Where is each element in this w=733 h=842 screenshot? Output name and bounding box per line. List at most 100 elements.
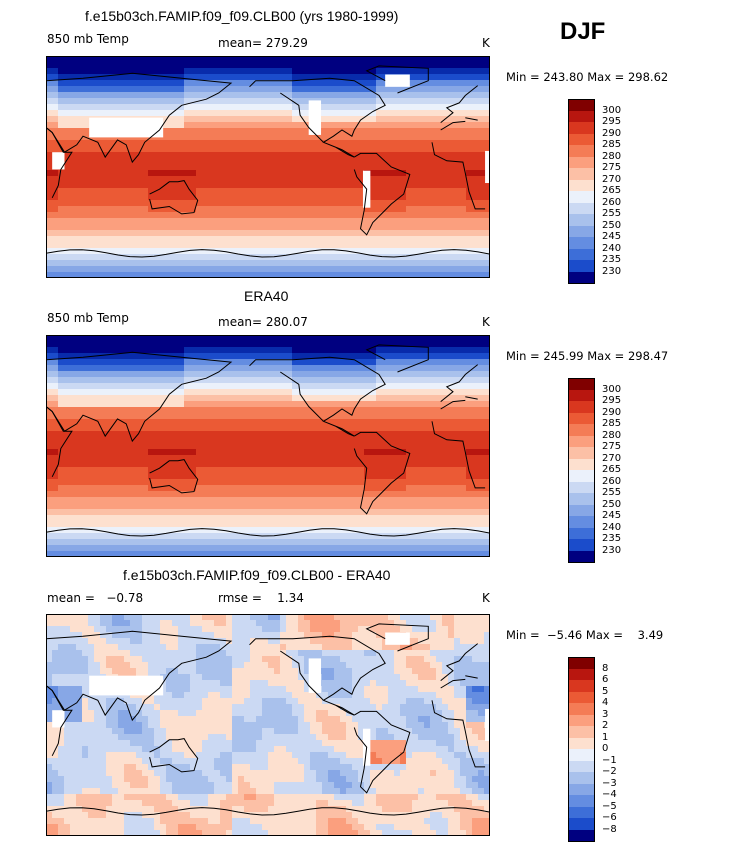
contour-cell [268,68,275,75]
contour-cell [448,212,455,219]
contour-cell [262,224,269,231]
contour-cell [376,467,383,474]
contour-cell [274,242,281,249]
contour-cell [298,335,305,342]
contour-cell [400,371,407,378]
contour-cell [280,407,287,414]
contour-cell [304,365,311,372]
contour-cell [94,176,101,183]
contour-cell [220,80,227,87]
contour-cell [412,218,419,225]
contour-cell [406,407,413,414]
contour-cell [442,188,449,195]
contour-cell [178,176,185,183]
contour-cell [238,254,245,261]
contour-cell [94,401,101,408]
contour-cell [406,371,413,378]
contour-cell [196,68,203,75]
contour-cell [358,365,365,372]
contour-cell [388,128,395,135]
contour-cell [484,353,490,360]
contour-cell [118,56,125,63]
contour-cell [226,182,233,189]
contour-cell [64,341,71,348]
contour-cell [394,473,401,480]
contour-cell [466,158,473,165]
contour-cell [94,503,101,510]
contour-cell [298,485,305,492]
contour-cell [58,128,65,135]
contour-cell [220,467,227,474]
contour-cell [472,170,479,177]
contour-cell [430,449,437,456]
contour-cell [466,461,473,468]
contour-cell [94,206,101,213]
contour-cell [484,437,490,444]
contour-cell [262,419,269,426]
contour-cell [58,140,65,147]
contour-cell [448,353,455,360]
contour-cell [154,491,161,498]
contour-cell [106,56,113,63]
contour-cell [376,377,383,384]
contour-cell [316,260,323,267]
contour-cell [154,206,161,213]
contour-cell [454,164,461,171]
contour-cell [280,455,287,462]
contour-cell [106,473,113,480]
contour-cell [244,134,251,141]
contour-cell [286,68,293,75]
contour-cell [304,335,311,342]
contour-cell [346,479,353,486]
contour-cell [340,509,347,516]
contour-cell [346,419,353,426]
contour-cell [412,479,419,486]
contour-cell [478,212,485,219]
contour-cell [130,188,137,195]
contour-cell [142,485,149,492]
contour-cell [454,347,461,354]
contour-cell [280,389,287,396]
contour-cell [214,116,221,123]
contour-cell [262,449,269,456]
contour-cell [226,236,233,243]
contour-cell [190,116,197,123]
contour-cell [100,86,107,93]
contour-cell [58,206,65,213]
contour-cell [166,56,173,63]
contour-cell [394,188,401,195]
contour-cell [94,254,101,261]
contour-cell [220,407,227,414]
contour-cell [394,503,401,510]
contour-cell [412,491,419,498]
contour-cell [274,425,281,432]
contour-cell [166,419,173,426]
contour-cell [436,188,443,195]
contour-cell [196,437,203,444]
contour-cell [334,431,341,438]
contour-cell [334,371,341,378]
contour-cell [88,419,95,426]
contour-cell [256,407,263,414]
contour-cell [382,260,389,267]
contour-cell [478,419,485,426]
contour-cell [214,407,221,414]
contour-cell [82,212,89,219]
contour-cell [238,461,245,468]
contour-cell [124,254,131,261]
contour-cell [364,449,371,456]
contour-cell [88,347,95,354]
contour-cell [76,62,83,69]
contour-cell [442,230,449,237]
contour-cell [340,401,347,408]
contour-cell [64,218,71,225]
contour-cell [130,68,137,75]
contour-cell [460,353,467,360]
contour-cell [226,272,233,278]
contour-cell [334,383,341,390]
contour-cell [250,371,257,378]
contour-cell [208,110,215,117]
contour-cell [280,86,287,93]
contour-cell [340,272,347,278]
contour-cell [328,68,335,75]
